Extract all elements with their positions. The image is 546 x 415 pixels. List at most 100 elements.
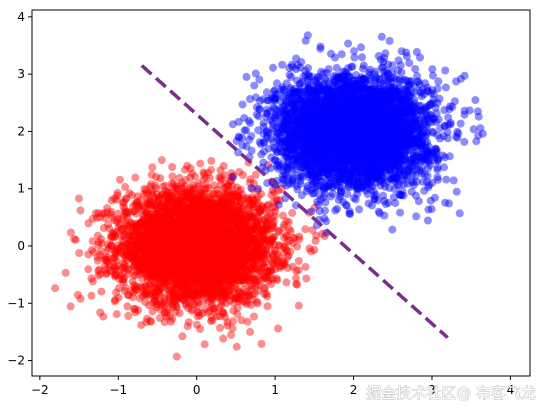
scatter-point — [148, 276, 157, 284]
scatter-point — [163, 204, 172, 213]
scatter-point — [174, 271, 183, 279]
scatter-point — [200, 263, 209, 271]
scatter-point — [121, 195, 130, 204]
scatter-point — [163, 256, 171, 265]
scatter-point — [263, 268, 272, 277]
scatter-point — [149, 235, 158, 244]
scatter-point — [154, 265, 163, 274]
scatter-point — [194, 271, 203, 280]
scatter-point — [137, 232, 146, 241]
scatter-point — [134, 234, 143, 242]
scatter-point — [181, 255, 190, 264]
scatter-point — [377, 32, 386, 41]
scatter-point — [173, 241, 181, 250]
scatter-point — [116, 175, 124, 184]
scatter-point — [247, 236, 256, 245]
scatter-point — [205, 269, 214, 278]
scatter-point — [166, 210, 175, 219]
scatter-point — [111, 296, 120, 304]
scatter-point — [250, 275, 259, 284]
scatter-point — [166, 211, 175, 220]
scatter-point — [207, 235, 216, 244]
scatter-point — [235, 207, 244, 216]
scatter-point — [145, 238, 154, 247]
scatter-point — [155, 227, 163, 236]
scatter-point — [192, 265, 201, 274]
scatter-point — [227, 266, 236, 274]
scatter-point — [76, 206, 85, 215]
scatter-point — [176, 237, 185, 246]
scatter-point — [184, 189, 193, 198]
scatter-point — [201, 287, 209, 296]
scatter-point — [240, 220, 249, 229]
scatter-point — [184, 259, 193, 268]
scatter-point — [113, 191, 122, 200]
scatter-point — [222, 265, 231, 274]
scatter-point — [195, 255, 204, 264]
scatter-point — [201, 237, 210, 246]
scatter-point — [145, 196, 154, 205]
scatter-point — [181, 256, 190, 265]
scatter-point — [202, 212, 211, 221]
scatter-point — [168, 288, 177, 297]
scatter-point — [94, 240, 102, 249]
scatter-point — [262, 226, 271, 235]
scatter-point — [241, 250, 250, 259]
scatter-point — [153, 211, 162, 220]
scatter-point — [233, 310, 242, 319]
scatter-point — [184, 210, 193, 219]
scatter-point — [231, 274, 240, 283]
scatter-point — [112, 310, 121, 319]
scatter-point — [251, 208, 260, 217]
scatter-point — [238, 247, 247, 256]
scatter-point — [110, 194, 119, 203]
scatter-point — [175, 218, 184, 227]
scatter-point — [156, 264, 165, 273]
scatter-point — [207, 231, 216, 240]
scatter-point — [180, 265, 189, 274]
scatter-point — [279, 257, 288, 265]
scatter-point — [208, 316, 217, 325]
scatter-point — [233, 258, 242, 267]
scatter-point — [191, 172, 199, 181]
scatter-point — [239, 218, 248, 227]
scatter-point — [177, 254, 186, 263]
scatter-point — [205, 256, 213, 265]
scatter-point — [203, 214, 212, 223]
scatter-points — [51, 31, 487, 361]
scatter-point — [147, 256, 156, 265]
scatter-point — [209, 286, 218, 295]
scatter-point — [187, 245, 196, 254]
scatter-point — [217, 271, 225, 280]
scatter-point — [130, 242, 139, 251]
scatter-point — [196, 239, 205, 248]
scatter-point — [219, 162, 228, 170]
scatter-point — [259, 274, 268, 282]
scatter-point — [192, 252, 201, 261]
scatter-point — [171, 250, 180, 259]
scatter-point — [212, 251, 221, 260]
scatter-point — [196, 241, 205, 249]
scatter-point — [150, 292, 159, 301]
scatter-point — [228, 324, 237, 333]
scatter-point — [122, 252, 131, 261]
scatter-point — [126, 240, 135, 249]
scatter-point — [237, 211, 246, 219]
scatter-point — [186, 279, 194, 288]
scatter-point — [113, 262, 122, 270]
scatter-point — [87, 291, 96, 300]
scatter-point — [209, 236, 217, 245]
scatter-point — [216, 218, 225, 226]
scatter-point — [175, 221, 184, 230]
scatter-point — [179, 281, 188, 290]
scatter-point — [179, 199, 188, 208]
scatter-point — [168, 314, 177, 323]
scatter-point — [344, 39, 353, 48]
scatter-point — [252, 278, 261, 287]
scatter-point — [200, 199, 209, 208]
scatter-point — [262, 268, 271, 276]
scatter-point — [198, 228, 207, 237]
scatter-point — [111, 249, 120, 258]
scatter-point — [149, 220, 158, 229]
scatter-point — [158, 237, 167, 246]
